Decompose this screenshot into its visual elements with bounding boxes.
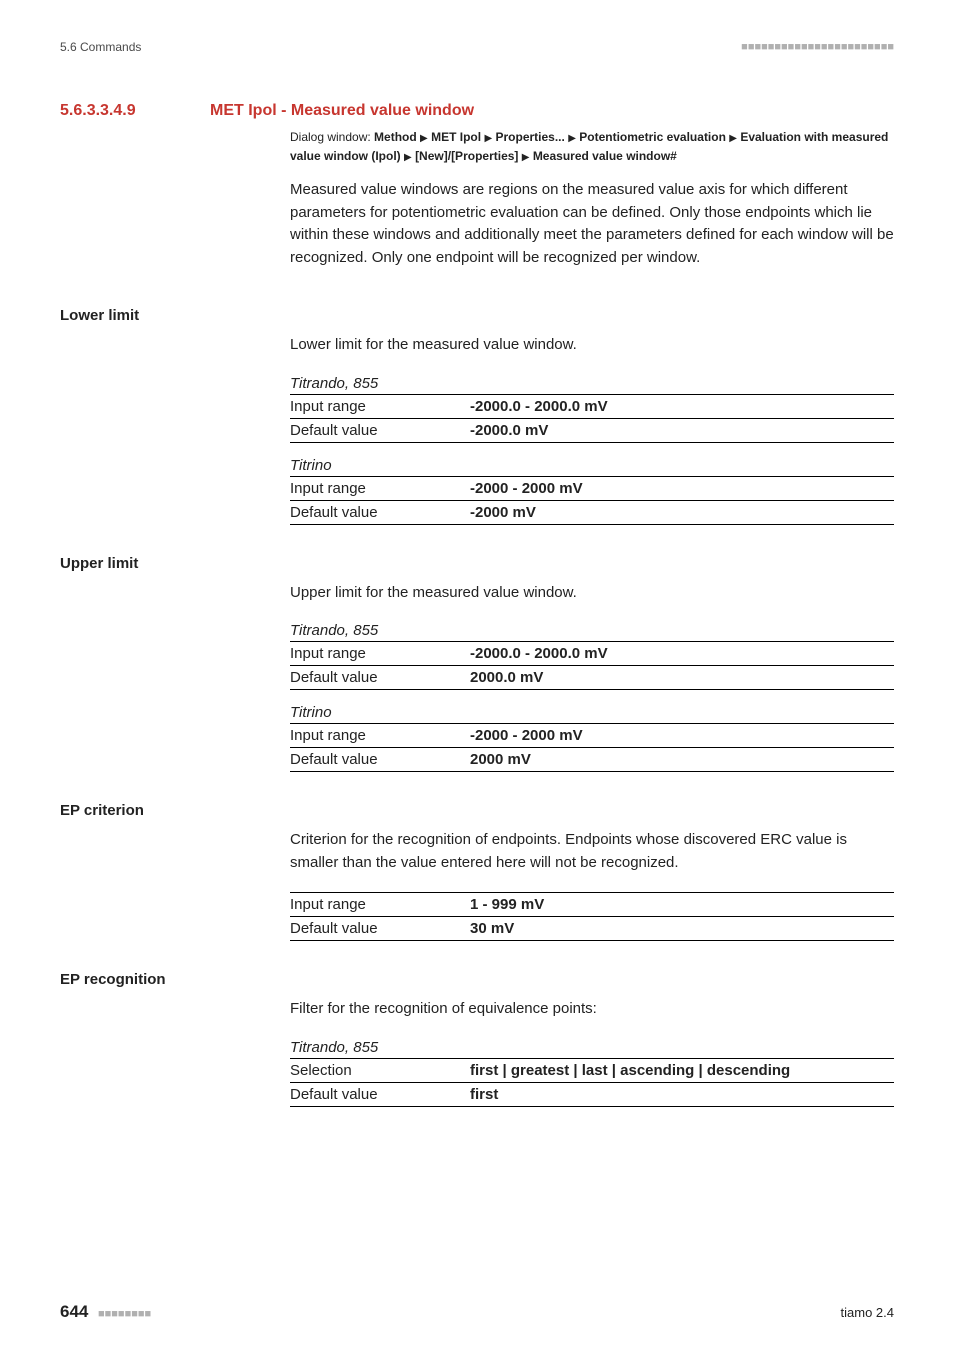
section-title: MET Ipol - Measured value window <box>210 102 474 120</box>
param-key: Default value <box>290 418 470 442</box>
param-table: Input range-2000 - 2000 mVDefault value2… <box>290 723 894 772</box>
param-table: Input range1 - 999 mVDefault value30 mV <box>290 892 894 941</box>
param-key: Input range <box>290 394 470 418</box>
intro-paragraph: Measured value windows are regions on th… <box>290 179 894 269</box>
param-key: Selection <box>290 1058 470 1082</box>
param-value: first <box>470 1082 894 1106</box>
param-table: Input range-2000.0 - 2000.0 mVDefault va… <box>290 394 894 443</box>
param-value: first | greatest | last | ascending | de… <box>470 1058 894 1082</box>
page-number: 644 <box>60 1302 88 1321</box>
param-value: -2000.0 - 2000.0 mV <box>470 394 894 418</box>
device-label: Titrino <box>290 457 894 474</box>
param-key: Default value <box>290 500 470 524</box>
section-number: 5.6.3.3.4.9 <box>60 102 210 120</box>
param-key: Input range <box>290 642 470 666</box>
field-description: Lower limit for the measured value windo… <box>290 334 894 357</box>
param-value: -2000.0 - 2000.0 mV <box>470 642 894 666</box>
field-label: Lower limit <box>60 307 894 324</box>
table-row: Default valuefirst <box>290 1082 894 1106</box>
breadcrumb: Dialog window: Method ▶ MET Ipol ▶ Prope… <box>290 128 894 165</box>
param-table: Input range-2000 - 2000 mVDefault value-… <box>290 476 894 525</box>
breadcrumb-part-1: MET Ipol <box>431 130 481 144</box>
field-label: EP criterion <box>60 802 894 819</box>
field-description: Upper limit for the measured value windo… <box>290 582 894 605</box>
field-description: Filter for the recognition of equivalenc… <box>290 998 894 1021</box>
footer-ornament: ■■■■■■■■ <box>98 1308 151 1320</box>
param-table: Selectionfirst | greatest | last | ascen… <box>290 1058 894 1107</box>
device-label: Titrando, 855 <box>290 1039 894 1056</box>
field-label: EP recognition <box>60 971 894 988</box>
table-row: Default value30 mV <box>290 917 894 941</box>
device-label: Titrando, 855 <box>290 622 894 639</box>
footer-product: tiamo 2.4 <box>841 1305 894 1320</box>
param-key: Default value <box>290 1082 470 1106</box>
table-row: Default value2000 mV <box>290 748 894 772</box>
table-row: Input range-2000.0 - 2000.0 mV <box>290 394 894 418</box>
device-label: Titrino <box>290 704 894 721</box>
param-value: 1 - 999 mV <box>470 893 894 917</box>
table-row: Selectionfirst | greatest | last | ascen… <box>290 1058 894 1082</box>
table-row: Input range1 - 999 mV <box>290 893 894 917</box>
breadcrumb-part-5: [New]/[Properties] <box>415 149 518 163</box>
param-key: Input range <box>290 893 470 917</box>
section-heading: 5.6.3.3.4.9 MET Ipol - Measured value wi… <box>60 102 894 120</box>
field-label: Upper limit <box>60 555 894 572</box>
param-key: Input range <box>290 724 470 748</box>
breadcrumb-label: Dialog window: <box>290 130 374 144</box>
page-header: 5.6 Commands ■■■■■■■■■■■■■■■■■■■■■■■ <box>60 40 894 54</box>
header-section-label: 5.6 Commands <box>60 40 141 54</box>
breadcrumb-part-2: Properties... <box>495 130 564 144</box>
param-value: -2000.0 mV <box>470 418 894 442</box>
param-value: 30 mV <box>470 917 894 941</box>
param-key: Input range <box>290 476 470 500</box>
param-value: 2000.0 mV <box>470 666 894 690</box>
breadcrumb-part-3: Potentiometric evaluation <box>579 130 726 144</box>
device-label: Titrando, 855 <box>290 375 894 392</box>
table-row: Input range-2000 - 2000 mV <box>290 724 894 748</box>
field-description: Criterion for the recognition of endpoin… <box>290 829 894 874</box>
table-row: Input range-2000 - 2000 mV <box>290 476 894 500</box>
param-value: 2000 mV <box>470 748 894 772</box>
table-row: Default value-2000 mV <box>290 500 894 524</box>
param-value: -2000 mV <box>470 500 894 524</box>
param-key: Default value <box>290 666 470 690</box>
param-value: -2000 - 2000 mV <box>470 476 894 500</box>
param-table: Input range-2000.0 - 2000.0 mVDefault va… <box>290 641 894 690</box>
header-ornament: ■■■■■■■■■■■■■■■■■■■■■■■ <box>741 41 894 53</box>
param-value: -2000 - 2000 mV <box>470 724 894 748</box>
table-row: Default value2000.0 mV <box>290 666 894 690</box>
breadcrumb-part-0: Method <box>374 130 417 144</box>
page-footer: 644 ■■■■■■■■ tiamo 2.4 <box>60 1302 894 1322</box>
breadcrumb-part-6: Measured value window# <box>533 149 677 163</box>
param-key: Default value <box>290 917 470 941</box>
table-row: Default value-2000.0 mV <box>290 418 894 442</box>
table-row: Input range-2000.0 - 2000.0 mV <box>290 642 894 666</box>
param-key: Default value <box>290 748 470 772</box>
